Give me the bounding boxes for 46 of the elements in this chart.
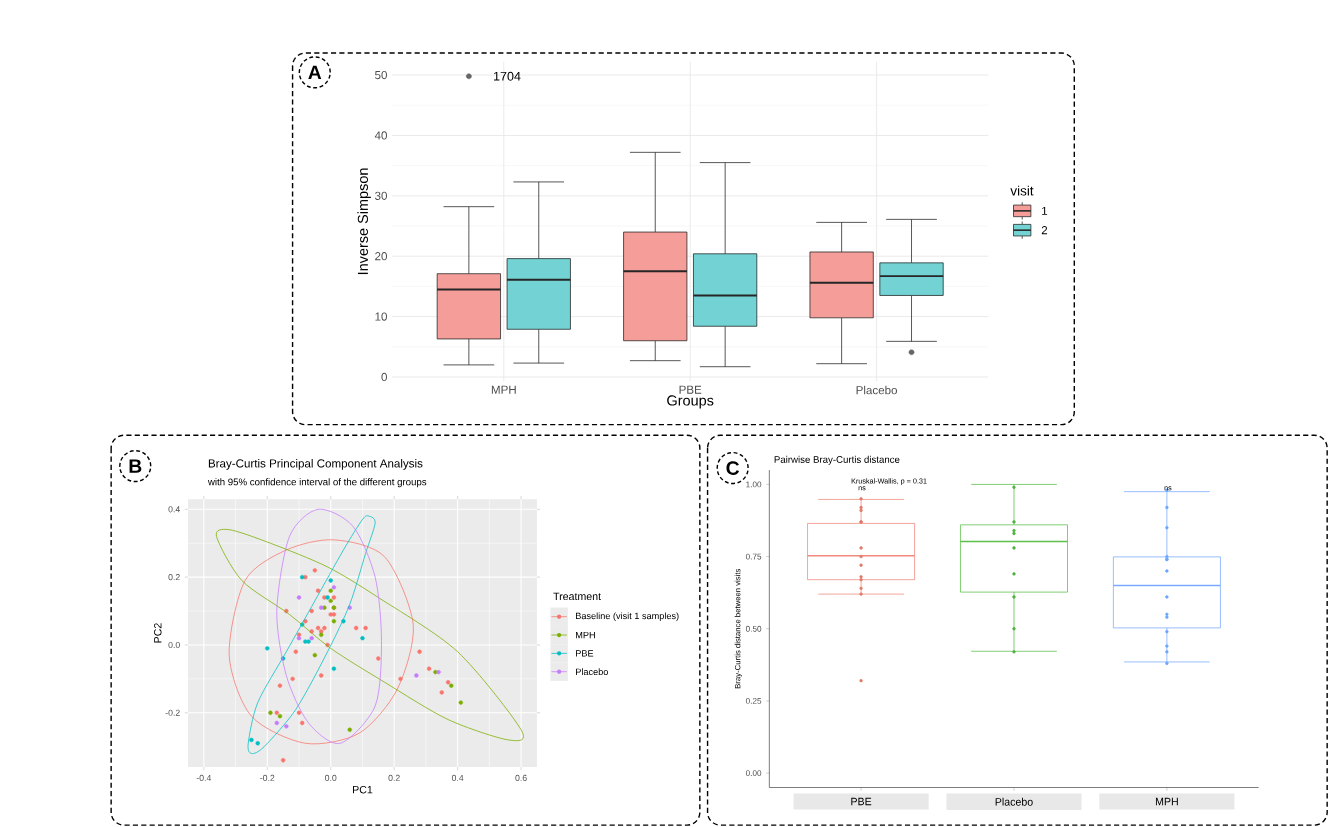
x-tick-label: MPH bbox=[491, 385, 516, 394]
y-tick-label: 0.75 bbox=[745, 553, 762, 560]
text: A bbox=[308, 65, 322, 79]
y-tick-label: 10 bbox=[375, 312, 387, 321]
legend-label: Placebo bbox=[576, 668, 608, 676]
text: C bbox=[726, 461, 740, 475]
y-tick-label: 0.0 bbox=[168, 641, 180, 648]
legend-title: Treatment bbox=[553, 592, 601, 601]
chart-title: Bray-Curtis Principal Component Analysis bbox=[208, 458, 423, 470]
y-tick-label: 30 bbox=[375, 191, 387, 200]
x-tick-label: -0.4 bbox=[196, 774, 212, 781]
x-tick-label: 0.6 bbox=[515, 774, 527, 781]
legend-label: MPH bbox=[576, 631, 595, 639]
x-tick-label: Placebo bbox=[856, 385, 898, 395]
x-axis-title: PC1 bbox=[353, 785, 373, 794]
x-tick-label: 0.4 bbox=[451, 774, 464, 781]
chart-subtitle: with 95% confidence interval of the different groups bbox=[207, 478, 427, 488]
y-tick-label: -0.2 bbox=[165, 709, 180, 716]
y-tick-label: 0.00 bbox=[745, 770, 762, 776]
legend-title: visit bbox=[1010, 185, 1034, 196]
x-tick-label: PBE bbox=[679, 385, 702, 394]
y-tick-label: 0.2 bbox=[168, 574, 180, 581]
y-axis-title: Inverse Simpson bbox=[357, 168, 371, 275]
y-tick-label: 20 bbox=[375, 252, 387, 261]
x-tick-label: MPH bbox=[1155, 797, 1178, 806]
x-tick-label: 0.2 bbox=[388, 774, 400, 781]
y-tick-label: 0 bbox=[381, 372, 387, 382]
x-tick-label: 0.0 bbox=[325, 774, 337, 781]
legend-label: Baseline (visit 1 samples) bbox=[576, 612, 679, 621]
y-tick-label: 40 bbox=[374, 131, 387, 140]
y-axis-title: PC2 bbox=[154, 623, 162, 643]
text: B bbox=[129, 459, 142, 473]
y-tick-label: 0.4 bbox=[168, 506, 180, 513]
annotation: 1704 bbox=[493, 71, 521, 81]
y-tick-label: 0.25 bbox=[745, 697, 762, 704]
legend-label: PBE bbox=[576, 650, 594, 657]
legend-label: 2 bbox=[1041, 226, 1048, 235]
x-tick-label: -0.2 bbox=[260, 774, 275, 781]
y-tick-label: 0.50 bbox=[745, 625, 762, 632]
x-tick-label: Placebo bbox=[995, 797, 1033, 806]
x-axis-title: Groups bbox=[667, 395, 714, 409]
legend-label: 1 bbox=[1042, 206, 1048, 215]
chart-title: Pairwise Bray-Curtis distance bbox=[774, 455, 900, 465]
y-tick-label: 1.00 bbox=[746, 481, 762, 488]
y-tick-label: 50 bbox=[375, 70, 387, 80]
x-tick-label: PBE bbox=[851, 797, 872, 806]
